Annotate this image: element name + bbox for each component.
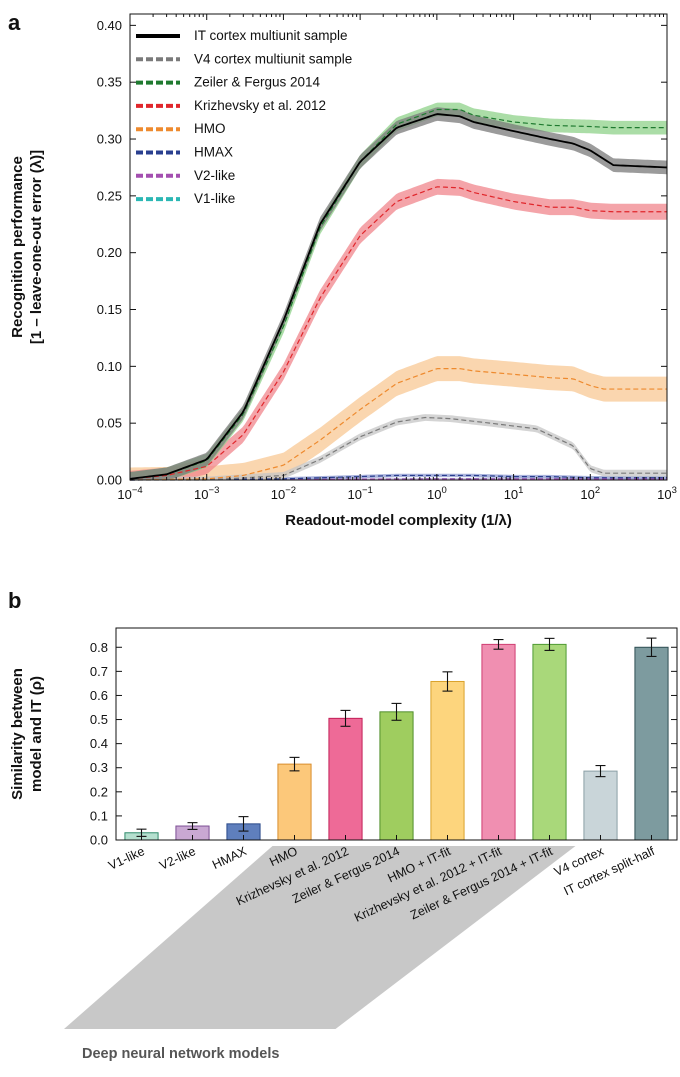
line-hmo <box>129 368 667 481</box>
y-tick-label: 0.3 <box>90 760 108 775</box>
y-tick-label: 0.25 <box>97 188 122 203</box>
x-tick-label: 100 <box>427 485 447 502</box>
band-hmo <box>130 356 667 480</box>
x-tick-label: 103 <box>657 485 677 502</box>
bar-zeiler-fergus-2014-it-fit <box>532 643 567 841</box>
legend-label-zeiler-fergus-2014: Zeiler & Fergus 2014 <box>194 75 321 90</box>
line-it-cortex-multiunit-sample <box>129 113 668 480</box>
y-tick-label: 0.7 <box>90 664 108 679</box>
line-krizhevsky-et-al-2012 <box>129 186 667 480</box>
deep-network-group-band <box>64 846 576 1029</box>
band-v4-cortex-multiunit-sample <box>130 414 667 480</box>
x-tick-label: 10−4 <box>117 485 142 502</box>
y-tick-label: 0.30 <box>97 132 122 147</box>
legend-label-v4-cortex-multiunit-sample: V4 cortex multiunit sample <box>194 51 352 66</box>
x-axis-ticks: 10−4 10−3 10−2 10−1 100 101 102 103 <box>117 14 677 502</box>
legend: IT cortex multiunit sample V4 cortex mult… <box>136 28 352 206</box>
group-label: Deep neural network models <box>82 1046 279 1062</box>
panel-a-line-chart: 0.00 0.05 0.10 0.15 0.20 0.25 0.30 0.35 0.40 10−… <box>9 13 677 529</box>
y-tick-label: 0.2 <box>90 784 108 799</box>
category-label-hmax: HMAX <box>210 844 249 872</box>
x-tick-label: 102 <box>580 485 600 502</box>
y-axis-title-line2: model and IT (ρ) <box>28 676 45 792</box>
bar-hmo-it-fit <box>430 680 465 841</box>
legend-label-krizhevsky-et-al-2012: Krizhevsky et al. 2012 <box>194 98 326 113</box>
bars <box>124 643 669 841</box>
panel-label-b: b <box>8 588 21 613</box>
bar-krizhevsky-et-al-2012 <box>328 717 363 841</box>
panel-b-bar-chart: 0.0 0.1 0.2 0.3 0.4 0.5 0.6 0.7 0.8 V1-like V2-li… <box>9 627 678 1062</box>
band-krizhevsky-et-al-2012 <box>130 178 667 480</box>
bar-zeiler-fergus-2014 <box>379 711 414 841</box>
y-tick-label: 0.8 <box>90 640 108 655</box>
plot-frame <box>129 13 668 481</box>
y-tick-label: 0.40 <box>97 18 122 33</box>
x-tick-label: 10−2 <box>271 485 296 502</box>
line-zeiler-fergus-2014 <box>129 108 667 480</box>
y-tick-label: 0.1 <box>90 808 108 823</box>
bar-krizhevsky-et-al-2012-it-fit <box>481 643 516 841</box>
category-label-it-cortex-split-half: IT cortex split-half <box>562 844 658 899</box>
y-tick-label: 0.20 <box>97 245 122 260</box>
x-axis-title: Readout-model complexity (1/λ) <box>285 512 512 529</box>
legend-label-hmo: HMO <box>194 121 226 136</box>
x-tick-label: 10−3 <box>194 485 219 502</box>
x-axis-ticks <box>141 835 652 840</box>
y-tick-label: 0.5 <box>90 712 108 727</box>
y-axis-title-line1: Similarity between <box>9 668 26 800</box>
y-axis-title-line2: [1 – leave-one-out error (λ)] <box>28 150 45 344</box>
x-tick-label: 10−1 <box>347 485 372 502</box>
y-tick-label: 0.10 <box>97 359 122 374</box>
legend-label-v2-like: V2-like <box>194 168 235 183</box>
category-label-v2-like: V2-like <box>157 844 198 873</box>
legend-label-it-cortex-multiunit-sample: IT cortex multiunit sample <box>194 28 348 43</box>
bar-v4-cortex <box>583 770 618 841</box>
panel-label-a: a <box>8 10 21 35</box>
bar-it-cortex-split-half <box>634 646 669 841</box>
x-tick-label: 101 <box>504 485 524 502</box>
y-tick-label: 0.35 <box>97 75 122 90</box>
bar-hmo <box>277 763 312 841</box>
y-tick-label: 0.6 <box>90 688 108 703</box>
y-axis-ticks: 0.0 0.1 0.2 0.3 0.4 0.5 0.6 0.7 0.8 <box>90 640 677 848</box>
category-label-v1-like: V1-like <box>106 844 147 873</box>
y-tick-label: 0.00 <box>97 473 122 488</box>
legend-label-v1-like: V1-like <box>194 191 235 206</box>
error-bars <box>136 637 657 837</box>
legend-label-hmax: HMAX <box>194 145 233 160</box>
y-tick-label: 0.15 <box>97 302 122 317</box>
y-axis-ticks: 0.00 0.05 0.10 0.15 0.20 0.25 0.30 0.35 0.40 <box>97 18 667 488</box>
y-axis-title-line1: Recognition performance <box>9 156 26 338</box>
line-v4-cortex-multiunit-sample <box>130 416 667 481</box>
y-tick-label: 0.4 <box>90 736 108 751</box>
y-tick-label: 0.0 <box>90 833 108 848</box>
y-tick-label: 0.05 <box>97 416 122 431</box>
